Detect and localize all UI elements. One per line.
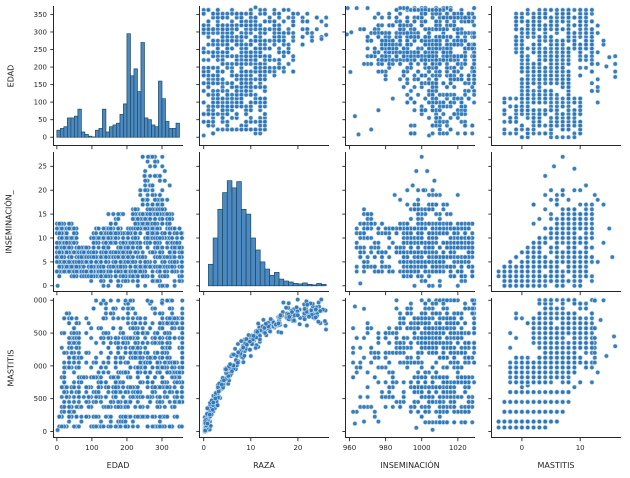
x-tick-labels: 0 100 200 300: [55, 444, 169, 452]
tick-marks: [342, 13, 459, 150]
svg-text:10: 10: [38, 234, 47, 242]
svg-text:350: 350: [34, 11, 47, 19]
scatter-points: [354, 154, 475, 289]
svg-text:150: 150: [34, 81, 47, 89]
x-tick-labels: 0 10: [520, 444, 585, 452]
subplot-edad-vs-raza: [196, 4, 329, 150]
axis-spines: [491, 152, 621, 292]
subplot-edad-vs-mastitis: [488, 6, 621, 150]
svg-text:100: 100: [34, 99, 47, 107]
tick-marks: [196, 299, 299, 442]
subplot-inseminacion-vs-edad: 0 5 10 15 20 25: [38, 152, 185, 296]
subplot-inseminacion-vs-inseminacion: [342, 152, 475, 296]
tick-marks: [488, 299, 581, 442]
scatter-points: [495, 154, 615, 289]
tick-marks: [50, 165, 163, 296]
subplot-mastitis-vs-inseminacion: 960 980 1000 1020: [342, 297, 477, 452]
subplot-inseminacion-vs-mastitis: [488, 152, 621, 296]
tick-marks: [488, 165, 581, 296]
tick-marks: [196, 165, 299, 296]
tick-marks: [342, 165, 459, 296]
axis-spines: [491, 298, 621, 438]
histogram-bars: [56, 33, 180, 138]
x-axis-label-raza: RAZA: [253, 461, 275, 470]
x-axis-label-mastitis: MASTITIS: [537, 461, 575, 470]
scatter-points: [54, 154, 185, 289]
x-axis-label-inseminacion: INSEMINACIÓN: [380, 461, 440, 470]
svg-text:20: 20: [38, 187, 47, 195]
y-axis-label-edad: EDAD: [6, 64, 16, 88]
tick-marks: [196, 13, 299, 150]
axis-spines: [345, 298, 475, 438]
subplot-mastitis-vs-raza: 0 10 20: [196, 296, 329, 452]
subplot-mastitis-vs-mastitis: 0 10: [488, 297, 621, 452]
histogram-bars: [208, 180, 327, 287]
svg-text:0: 0: [43, 282, 47, 290]
subplot-raza-histogram: [196, 152, 329, 296]
scatter-points: [344, 5, 477, 139]
axis-spines: [53, 298, 183, 438]
svg-text:300: 300: [34, 28, 47, 36]
x-axis-label-edad: EDAD: [106, 461, 130, 470]
svg-text:200: 200: [34, 63, 47, 71]
scatter-points: [202, 296, 329, 434]
scatter-points: [501, 7, 618, 140]
svg-text:0: 0: [43, 134, 47, 142]
scatter-points: [54, 297, 185, 433]
svg-text:5: 5: [43, 258, 47, 266]
axis-spines: [345, 152, 475, 292]
tick-marks: [50, 299, 163, 442]
subplot-edad-vs-inseminacion: [342, 5, 477, 150]
axis-spines: [491, 6, 621, 146]
axis-spines: [53, 152, 183, 292]
x-tick-labels: 0 10 20: [201, 444, 302, 452]
x-tick-labels: 960 980 1000 1020: [343, 444, 467, 452]
scatter-points: [350, 297, 477, 433]
svg-text:25: 25: [38, 163, 47, 171]
subplot-edad-histogram: 0 50 100 150 200 250 300 350: [34, 6, 183, 150]
svg-text:15: 15: [38, 211, 47, 219]
axis-spines: [199, 298, 329, 438]
svg-text:250: 250: [34, 46, 47, 54]
scatter-points: [495, 297, 618, 431]
y-axis-label-mastitis: MASTITIS: [6, 349, 16, 387]
y-axis-label-inseminacion: INSEMINACIÓN_: [4, 190, 14, 254]
svg-text:50: 50: [38, 116, 47, 124]
y-tick-labels: 0 50 100 150 200 250 300 350: [34, 11, 47, 142]
tick-marks: [50, 13, 163, 150]
scatter-points: [201, 4, 329, 139]
axis-spines: [199, 6, 329, 146]
axis-spines: [345, 6, 475, 146]
axis-spines: [53, 6, 183, 146]
y-tick-labels: 0 5 10 15 20 25: [38, 163, 47, 290]
tick-marks: [488, 13, 581, 150]
tick-marks: [342, 299, 459, 442]
axis-spines: [199, 152, 329, 292]
